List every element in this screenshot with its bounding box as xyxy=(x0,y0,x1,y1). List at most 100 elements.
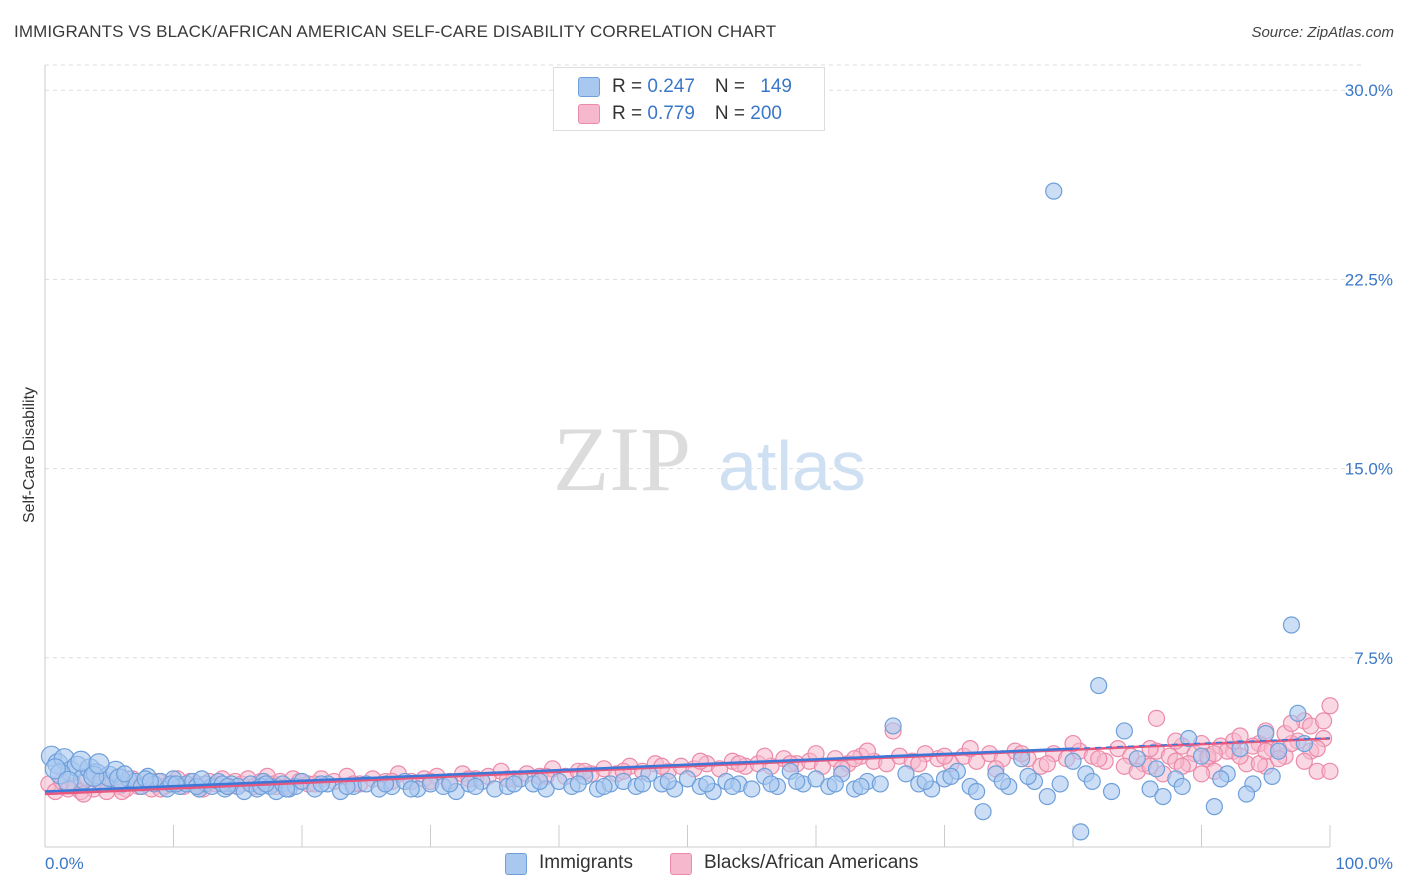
point-immigrants xyxy=(466,777,485,796)
bottom-legend-label-black: Blacks/African Americans xyxy=(704,852,919,873)
point-immigrants xyxy=(531,772,549,791)
point-immigrants xyxy=(569,775,587,793)
point-immigrants xyxy=(916,772,934,791)
point-immigrants xyxy=(1072,823,1090,841)
point-immigrants xyxy=(57,770,79,793)
point-immigrants xyxy=(698,775,716,793)
point-immigrants xyxy=(762,775,780,793)
y-tick-label: 15.0% xyxy=(1345,460,1393,479)
point-immigrants xyxy=(826,775,844,793)
point-immigrants xyxy=(743,780,761,798)
point-immigrants xyxy=(1180,729,1198,748)
trend-line-black-african-americans xyxy=(44,737,1331,796)
point-immigrants xyxy=(1192,747,1211,765)
point-black-african-americans xyxy=(1192,765,1211,783)
trend-line-immigrants-extension xyxy=(1072,737,1331,750)
point-immigrants xyxy=(1102,782,1121,801)
point-immigrants xyxy=(633,775,652,793)
point-immigrants xyxy=(1038,787,1056,806)
x-tick-label-min: 0.0% xyxy=(45,854,84,873)
y-axis-label: Self-Care Disability xyxy=(21,387,38,523)
legend-n-value: 149 xyxy=(760,76,792,97)
point-immigrants xyxy=(659,772,677,791)
point-immigrants xyxy=(1064,752,1082,770)
legend-swatch-immigrants xyxy=(578,77,600,97)
legend-row-black: R = 0.779 N = 200 xyxy=(554,101,824,127)
point-immigrants xyxy=(505,775,523,793)
point-black-african-americans xyxy=(1295,752,1313,770)
point-immigrants xyxy=(678,770,697,788)
point-immigrants xyxy=(807,770,825,788)
bottom-legend-label-immigrants: Immigrants xyxy=(539,852,633,873)
point-immigrants xyxy=(1282,616,1301,634)
y-tick-label: 30.0% xyxy=(1345,81,1393,100)
legend-swatch-black xyxy=(578,104,600,124)
point-immigrants xyxy=(1147,760,1166,778)
point-immigrants xyxy=(968,782,986,801)
source-label: Source: ZipAtlas.com xyxy=(1251,24,1394,41)
legend-n-value: 200 xyxy=(750,103,782,124)
point-immigrants xyxy=(942,767,960,785)
trend-lines xyxy=(44,737,1331,796)
legend-n-label: N = xyxy=(714,76,751,97)
point-immigrants xyxy=(897,765,915,783)
point-immigrants xyxy=(1141,780,1159,798)
point-immigrants xyxy=(116,765,134,783)
point-immigrants xyxy=(1269,742,1288,760)
trend-line-immigrants xyxy=(44,747,1074,793)
x-tick-label-max: 100.0% xyxy=(1335,854,1393,873)
point-immigrants xyxy=(1295,734,1313,753)
point-immigrants xyxy=(1263,767,1281,785)
point-immigrants xyxy=(312,775,330,793)
point-immigrants xyxy=(1205,798,1223,816)
point-immigrants xyxy=(1019,767,1037,785)
point-immigrants xyxy=(974,803,992,821)
point-immigrants xyxy=(1115,722,1134,740)
point-immigrants xyxy=(1051,775,1069,793)
bottom-legend-swatch-black xyxy=(670,853,692,875)
legend-r-value: 0.247 xyxy=(647,76,695,97)
axes xyxy=(44,65,1331,848)
legend-r-label: R = xyxy=(612,76,648,97)
chart-title: IMMIGRANTS VS BLACK/AFRICAN AMERICAN SEL… xyxy=(14,22,777,41)
legend-row-immigrants: R = 0.247 N = 149 xyxy=(554,74,824,100)
point-immigrants xyxy=(88,753,110,775)
point-immigrants xyxy=(1257,724,1275,743)
point-black-african-americans xyxy=(1038,755,1056,773)
point-immigrants xyxy=(1083,772,1101,791)
tick-labels: 7.5% 15.0% 22.5% 30.0% 0.0% 100.0% xyxy=(45,81,1393,873)
point-immigrants xyxy=(441,775,459,793)
point-immigrants xyxy=(1128,750,1146,768)
point-immigrants xyxy=(1289,704,1307,722)
point-immigrants xyxy=(1173,777,1191,796)
point-immigrants xyxy=(1237,785,1256,803)
point-immigrants xyxy=(44,758,66,780)
legend-r-value: 0.779 xyxy=(647,103,695,124)
point-immigrants xyxy=(871,775,889,793)
point-black-african-americans xyxy=(1090,750,1108,768)
y-tick-label: 7.5% xyxy=(1354,649,1393,668)
gridlines xyxy=(45,64,1365,659)
legend-text-black: R = 0.779 N = 200 xyxy=(612,103,782,125)
watermark-zip: ZIP xyxy=(553,408,691,510)
point-immigrants xyxy=(723,777,742,796)
legend-n-label: N = xyxy=(714,103,751,124)
watermark-atlas: atlas xyxy=(718,427,866,505)
point-immigrants xyxy=(1090,676,1108,695)
point-immigrants xyxy=(1154,787,1172,806)
point-immigrants xyxy=(852,777,870,796)
watermark: ZIP atlas xyxy=(553,408,866,510)
point-black-african-americans xyxy=(1321,697,1339,715)
point-immigrants xyxy=(1231,740,1249,758)
point-immigrants xyxy=(788,772,806,791)
point-immigrants xyxy=(884,717,902,735)
point-immigrants xyxy=(402,780,420,798)
point-immigrants xyxy=(595,777,613,796)
point-black-african-americans xyxy=(1321,762,1339,780)
legend-r-label: R = xyxy=(612,103,648,124)
point-black-african-americans xyxy=(1147,709,1166,727)
y-tick-label: 22.5% xyxy=(1345,270,1393,289)
correlation-legend: R = 0.247 N = 149 R = 0.779 N = 200 xyxy=(553,67,825,131)
point-immigrants xyxy=(993,772,1011,791)
